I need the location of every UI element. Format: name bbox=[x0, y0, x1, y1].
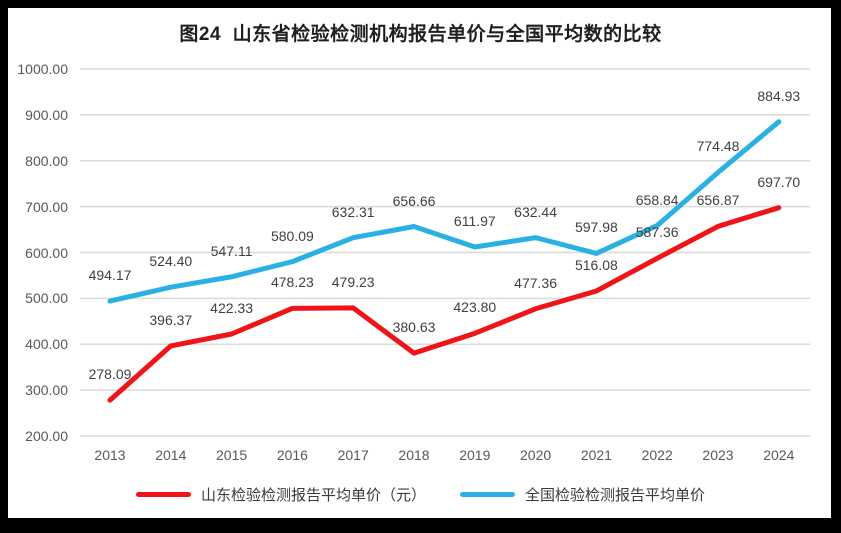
y-axis-tick-label: 500.00 bbox=[25, 290, 68, 307]
data-label-shandong: 278.09 bbox=[88, 366, 132, 383]
data-label-shandong: 422.33 bbox=[210, 300, 254, 316]
data-label-shandong: 477.36 bbox=[514, 274, 558, 291]
data-label-shandong: 516.08 bbox=[574, 256, 618, 273]
y-axis-tick-label: 800.00 bbox=[25, 152, 68, 169]
chart-background-panel bbox=[8, 8, 831, 518]
x-axis-tick-label: 2024 bbox=[763, 447, 795, 463]
y-axis-tick-label: 700.00 bbox=[25, 198, 68, 215]
x-axis-tick-label: 2018 bbox=[398, 447, 430, 463]
data-label-shandong: 587.36 bbox=[635, 224, 679, 241]
y-axis-tick-label: 900.00 bbox=[25, 106, 68, 123]
data-label-national: 774.48 bbox=[696, 138, 740, 155]
data-label-shandong: 380.63 bbox=[392, 319, 436, 336]
x-axis-tick-label: 2014 bbox=[155, 447, 187, 463]
x-axis-tick-label: 2016 bbox=[276, 447, 308, 463]
data-label-national: 632.31 bbox=[331, 203, 375, 220]
y-axis-tick-label: 200.00 bbox=[25, 428, 68, 444]
x-axis-tick-label: 2017 bbox=[337, 447, 369, 463]
chart-legend: 山东检验检测报告平均单价（元） 全国检验检测报告平均单价 bbox=[0, 483, 841, 505]
x-axis-tick-label: 2020 bbox=[520, 447, 552, 463]
y-axis-tick-label: 1000.00 bbox=[17, 61, 68, 77]
data-label-shandong: 656.87 bbox=[696, 192, 740, 209]
x-axis-tick-label: 2022 bbox=[641, 447, 673, 463]
data-label-national: 524.40 bbox=[149, 253, 193, 270]
data-label-shandong: 478.23 bbox=[270, 274, 314, 291]
x-axis-tick-label: 2023 bbox=[702, 447, 734, 463]
data-label-national: 884.93 bbox=[757, 87, 801, 104]
data-label-shandong: 423.80 bbox=[453, 299, 497, 316]
data-label-national: 547.11 bbox=[210, 242, 253, 259]
data-label-national: 494.17 bbox=[88, 267, 132, 284]
legend-item-shandong: 山东检验检测报告平均单价（元） bbox=[135, 484, 426, 505]
chart-title: 图24 山东省检验检测机构报告单价与全国平均数的比较 bbox=[179, 24, 662, 45]
data-label-shandong: 396.37 bbox=[149, 311, 193, 328]
y-axis-tick-label: 400.00 bbox=[25, 336, 68, 353]
x-axis-tick-label: 2021 bbox=[580, 447, 612, 463]
x-axis-tick-label: 2013 bbox=[94, 447, 126, 463]
data-label-shandong: 479.23 bbox=[331, 273, 375, 290]
data-label-national: 611.97 bbox=[453, 213, 496, 229]
data-label-national: 658.84 bbox=[635, 191, 679, 208]
y-axis-tick-label: 300.00 bbox=[25, 382, 68, 399]
legend-label-shandong: 山东检验检测报告平均单价（元） bbox=[200, 486, 426, 504]
data-label-national: 632.44 bbox=[514, 203, 558, 220]
x-axis-tick-label: 2015 bbox=[216, 447, 248, 463]
legend-item-national: 全国检验检测报告平均单价 bbox=[460, 484, 705, 505]
data-label-national: 597.98 bbox=[574, 219, 618, 236]
data-label-national: 656.66 bbox=[392, 192, 436, 209]
shandong-series-line-swatch bbox=[135, 491, 191, 497]
data-label-national: 580.09 bbox=[270, 227, 314, 244]
legend-label-national: 全国检验检测报告平均单价 bbox=[525, 486, 706, 504]
national-series-line-swatch bbox=[460, 491, 515, 497]
x-axis-tick-label: 2019 bbox=[459, 447, 491, 463]
data-label-shandong: 697.70 bbox=[757, 173, 801, 190]
y-axis-tick-label: 600.00 bbox=[25, 244, 68, 261]
